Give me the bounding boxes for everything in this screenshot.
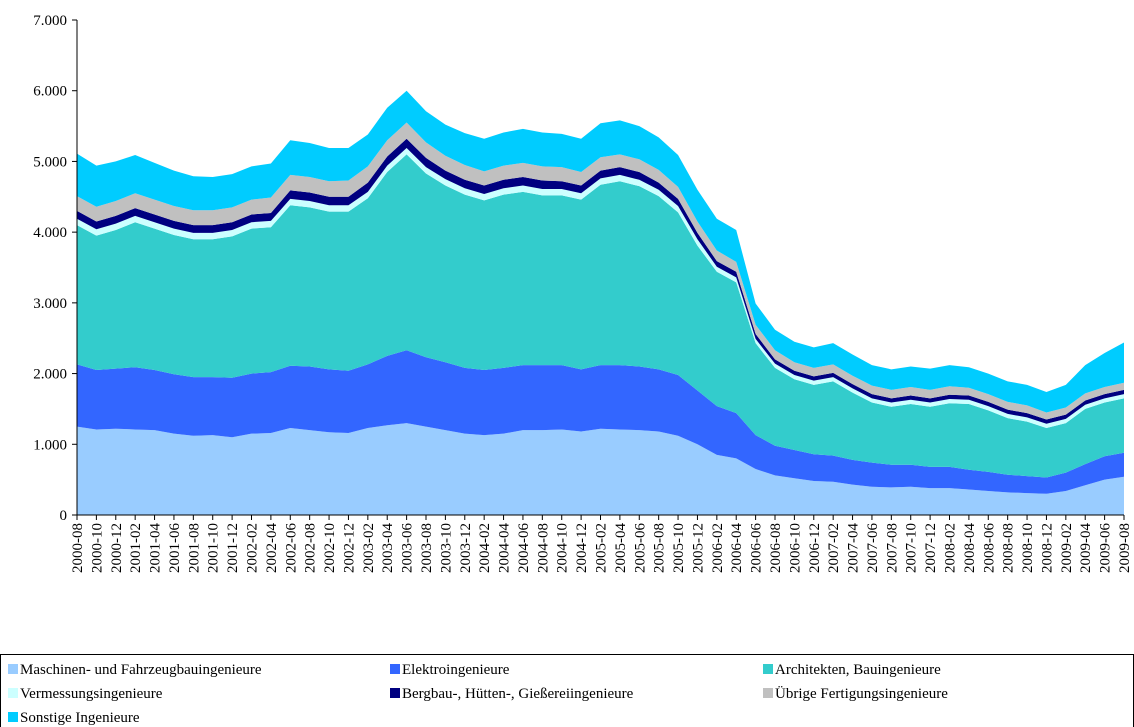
x-tick-label: 2008-10: [1020, 523, 1036, 573]
legend-swatch: [8, 688, 18, 698]
x-tick-label: 2004-02: [477, 523, 493, 573]
legend-swatch: [763, 664, 773, 674]
legend-label: Elektroingenieure: [402, 662, 510, 678]
y-tick-label: 4.000: [33, 225, 67, 241]
x-tick-label: 2007-08: [884, 523, 900, 573]
x-tick-label: 2005-04: [613, 523, 629, 573]
legend-swatch: [763, 688, 773, 698]
legend-swatch: [8, 712, 18, 722]
x-tick-label: 2003-04: [380, 523, 396, 573]
x-tick-label: 2008-06: [981, 523, 997, 573]
x-tick-label: 2002-10: [322, 523, 338, 573]
x-tick-label: 2000-12: [109, 523, 125, 573]
x-tick-label: 2008-02: [943, 523, 959, 573]
legend-label: Maschinen- und Fahrzeugbauingenieure: [20, 662, 262, 678]
x-tick-label: 2002-08: [303, 523, 319, 573]
y-tick-label: 2.000: [33, 367, 67, 383]
x-tick-label: 2000-08: [70, 523, 86, 573]
x-tick-label: 2006-06: [749, 523, 765, 573]
x-tick-label: 2002-04: [264, 523, 280, 573]
legend-swatch: [390, 664, 400, 674]
x-tick-label: 2001-10: [206, 523, 222, 573]
y-tick-label: 0: [60, 508, 68, 524]
x-tick-label: 2007-12: [923, 523, 939, 573]
x-tick-label: 2001-06: [167, 523, 183, 573]
y-tick-label: 5.000: [33, 154, 67, 170]
x-tick-label: 2008-08: [1001, 523, 1017, 573]
x-tick-label: 2009-06: [1098, 523, 1114, 573]
area: [77, 350, 1124, 494]
x-tick-label: 2006-02: [710, 523, 726, 573]
x-tick-label: 2005-12: [690, 523, 706, 573]
x-tick-label: 2003-12: [458, 523, 474, 573]
x-tick-label: 2002-06: [283, 523, 299, 573]
x-tick-label: 2002-12: [341, 523, 357, 573]
x-tick-label: 2007-06: [865, 523, 881, 573]
y-tick-label: 6.000: [33, 84, 67, 100]
x-tick-label: 2004-06: [516, 523, 532, 573]
x-tick-label: 2001-04: [148, 523, 164, 573]
x-tick-label: 2003-06: [400, 523, 416, 573]
legend-swatch: [8, 664, 18, 674]
x-tick-label: 2000-10: [89, 523, 105, 573]
y-tick-label: 1.000: [33, 437, 67, 453]
area: [77, 90, 1124, 413]
x-tick-label: 2009-04: [1078, 523, 1094, 573]
legend-box: [0, 654, 1134, 727]
legend-swatch: [390, 688, 400, 698]
x-tick-label: 2007-02: [826, 523, 842, 573]
legend-label: Architekten, Bauingenieure: [775, 662, 941, 678]
x-tick-label: 2001-02: [128, 523, 144, 573]
y-tick-label: 7.000: [33, 13, 67, 29]
legend-label: Vermessungsingenieure: [20, 686, 163, 702]
x-tick-label: 2008-12: [1039, 523, 1055, 573]
x-tick-label: 2005-06: [632, 523, 648, 573]
x-tick-label: 2004-08: [535, 523, 551, 573]
legend-label: Bergbau-, Hütten-, Gießereiingenieure: [402, 686, 634, 702]
x-tick-label: 2002-02: [245, 523, 261, 573]
x-tick-label: 2006-08: [768, 523, 784, 573]
x-tick-label: 2003-02: [361, 523, 377, 573]
x-tick-label: 2005-02: [594, 523, 610, 573]
x-tick-label: 2008-04: [962, 523, 978, 573]
x-tick-label: 2003-08: [419, 523, 435, 573]
area: [77, 423, 1124, 515]
x-tick-label: 2007-10: [904, 523, 920, 573]
x-tick-label: 2003-10: [438, 523, 454, 573]
x-tick-label: 2009-08: [1117, 523, 1133, 573]
legend-label: Sonstige Ingenieure: [20, 710, 140, 726]
y-tick-label: 3.000: [33, 296, 67, 312]
legend-label: Übrige Fertigungsingenieure: [775, 685, 948, 702]
x-tick-label: 2006-04: [729, 523, 745, 573]
x-tick-label: 2006-12: [807, 523, 823, 573]
x-tick-label: 2005-10: [671, 523, 687, 573]
x-tick-label: 2004-04: [497, 523, 513, 573]
x-tick-label: 2004-12: [574, 523, 590, 573]
x-tick-label: 2001-12: [225, 523, 241, 573]
x-tick-label: 2001-08: [186, 523, 202, 573]
x-tick-label: 2009-02: [1059, 523, 1075, 573]
x-tick-label: 2007-04: [846, 523, 862, 573]
x-tick-label: 2006-10: [787, 523, 803, 573]
x-tick-label: 2005-08: [652, 523, 668, 573]
x-tick-label: 2004-10: [555, 523, 571, 573]
area: [77, 154, 1124, 478]
